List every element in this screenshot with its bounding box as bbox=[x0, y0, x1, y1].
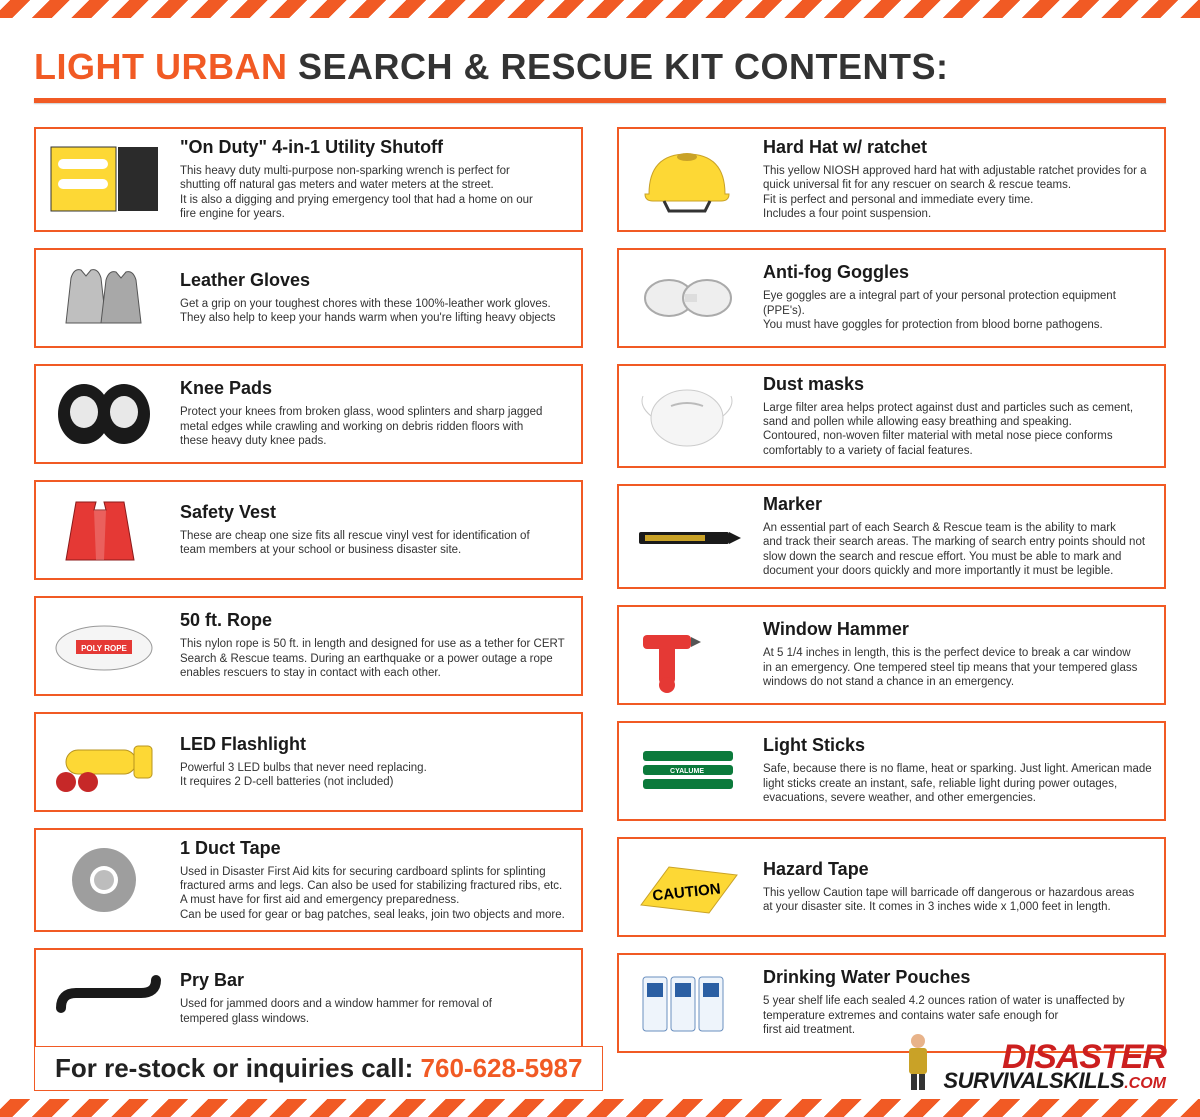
water-pouches-icon bbox=[627, 963, 747, 1043]
item-desc: 5 year shelf life each sealed 4.2 ounces… bbox=[763, 994, 1154, 1037]
hard-hat-icon bbox=[627, 139, 747, 219]
item-desc: This nylon rope is 50 ft. in length and … bbox=[180, 637, 571, 680]
item-card: 1 Duct Tape Used in Disaster First Aid ki… bbox=[34, 828, 583, 933]
item-card: LED Flashlight Powerful 3 LED bulbs that … bbox=[34, 712, 583, 812]
item-card: Light Sticks Safe, because there is no fl… bbox=[617, 721, 1166, 821]
item-desc: Used for jammed doors and a window hamme… bbox=[180, 997, 571, 1026]
item-title: Light Sticks bbox=[763, 735, 1154, 756]
title-accent: LIGHT URBAN bbox=[34, 46, 287, 87]
left-column: "On Duty" 4-in-1 Utility Shutoff This hea… bbox=[34, 127, 583, 1053]
item-desc: Eye goggles are a integral part of your … bbox=[763, 289, 1154, 332]
item-card: Anti-fog Goggles Eye goggles are a integr… bbox=[617, 248, 1166, 348]
dust-mask-icon bbox=[627, 376, 747, 456]
items-grid: "On Duty" 4-in-1 Utility Shutoff This hea… bbox=[34, 127, 1166, 1053]
hazard-tape-icon bbox=[627, 847, 747, 927]
top-hazard-stripe bbox=[0, 0, 1200, 18]
marker-icon bbox=[627, 496, 747, 576]
footer: For re-stock or inquiries call: 760-628-… bbox=[34, 1043, 1166, 1091]
item-desc: This heavy duty multi-purpose non-sparki… bbox=[180, 164, 571, 222]
item-title: Dust masks bbox=[763, 374, 1154, 395]
item-title: 1 Duct Tape bbox=[180, 838, 571, 859]
item-desc: At 5 1/4 inches in length, this is the p… bbox=[763, 646, 1154, 689]
item-desc: This yellow Caution tape will barricade … bbox=[763, 886, 1154, 915]
item-card: Leather Gloves Get a grip on your toughes… bbox=[34, 248, 583, 348]
brand-man-icon bbox=[899, 1031, 937, 1091]
item-title: Pry Bar bbox=[180, 970, 571, 991]
item-desc: Large filter area helps protect against … bbox=[763, 401, 1154, 459]
item-card: Hazard Tape This yellow Caution tape will… bbox=[617, 837, 1166, 937]
item-card: "On Duty" 4-in-1 Utility Shutoff This hea… bbox=[34, 127, 583, 232]
knee-pads-icon bbox=[44, 374, 164, 454]
item-title: LED Flashlight bbox=[180, 734, 571, 755]
safety-vest-icon bbox=[44, 490, 164, 570]
flashlight-icon bbox=[44, 722, 164, 802]
cta-phone: 760-628-5987 bbox=[421, 1053, 583, 1083]
duct-tape-icon bbox=[44, 840, 164, 920]
item-title: "On Duty" 4-in-1 Utility Shutoff bbox=[180, 137, 571, 158]
item-desc: Protect your knees from broken glass, wo… bbox=[180, 405, 571, 448]
item-card: Marker An essential part of each Search &… bbox=[617, 484, 1166, 589]
leather-gloves-icon bbox=[44, 258, 164, 338]
pry-bar-icon bbox=[44, 958, 164, 1038]
brand-logo: DISASTER SURVIVALSKILLS.COM bbox=[899, 1043, 1166, 1091]
brand-dotcom: .COM bbox=[1124, 1075, 1166, 1092]
utility-shutoff-icon bbox=[44, 139, 164, 219]
item-card: Dust masks Large filter area helps protec… bbox=[617, 364, 1166, 469]
item-desc: These are cheap one size fits all rescue… bbox=[180, 529, 571, 558]
rope-icon bbox=[44, 606, 164, 686]
title-underline bbox=[34, 98, 1166, 103]
window-hammer-icon bbox=[627, 615, 747, 695]
main-container: LIGHT URBAN SEARCH & RESCUE KIT CONTENTS… bbox=[0, 18, 1200, 1053]
item-title: Hazard Tape bbox=[763, 859, 1154, 880]
light-sticks-icon bbox=[627, 731, 747, 811]
item-desc: Used in Disaster First Aid kits for secu… bbox=[180, 865, 571, 923]
cta-box: For re-stock or inquiries call: 760-628-… bbox=[34, 1046, 603, 1091]
item-card: Window Hammer At 5 1/4 inches in length, … bbox=[617, 605, 1166, 705]
item-title: Window Hammer bbox=[763, 619, 1154, 640]
item-card: Knee Pads Protect your knees from broken … bbox=[34, 364, 583, 464]
item-card: Safety Vest These are cheap one size fits… bbox=[34, 480, 583, 580]
cta-prefix: For re-stock or inquiries call: bbox=[55, 1053, 421, 1083]
item-card: Pry Bar Used for jammed doors and a windo… bbox=[34, 948, 583, 1048]
item-title: Marker bbox=[763, 494, 1154, 515]
title-main: SEARCH & RESCUE KIT CONTENTS: bbox=[287, 46, 948, 87]
item-card: Hard Hat w/ ratchet This yellow NIOSH app… bbox=[617, 127, 1166, 232]
brand-line2: SURVIVALSKILLS bbox=[943, 1068, 1124, 1093]
bottom-hazard-stripe bbox=[0, 1099, 1200, 1117]
item-desc: An essential part of each Search & Rescu… bbox=[763, 521, 1154, 579]
right-column: Hard Hat w/ ratchet This yellow NIOSH app… bbox=[617, 127, 1166, 1053]
item-title: Leather Gloves bbox=[180, 270, 571, 291]
goggles-icon bbox=[627, 258, 747, 338]
item-title: Knee Pads bbox=[180, 378, 571, 399]
item-title: 50 ft. Rope bbox=[180, 610, 571, 631]
item-desc: Get a grip on your toughest chores with … bbox=[180, 297, 571, 326]
item-title: Drinking Water Pouches bbox=[763, 967, 1154, 988]
page-title: LIGHT URBAN SEARCH & RESCUE KIT CONTENTS… bbox=[34, 38, 1166, 88]
item-desc: Safe, because there is no flame, heat or… bbox=[763, 762, 1154, 805]
item-title: Hard Hat w/ ratchet bbox=[763, 137, 1154, 158]
item-desc: Powerful 3 LED bulbs that never need rep… bbox=[180, 761, 571, 790]
item-card: 50 ft. Rope This nylon rope is 50 ft. in … bbox=[34, 596, 583, 696]
item-title: Anti-fog Goggles bbox=[763, 262, 1154, 283]
item-title: Safety Vest bbox=[180, 502, 571, 523]
item-desc: This yellow NIOSH approved hard hat with… bbox=[763, 164, 1154, 222]
